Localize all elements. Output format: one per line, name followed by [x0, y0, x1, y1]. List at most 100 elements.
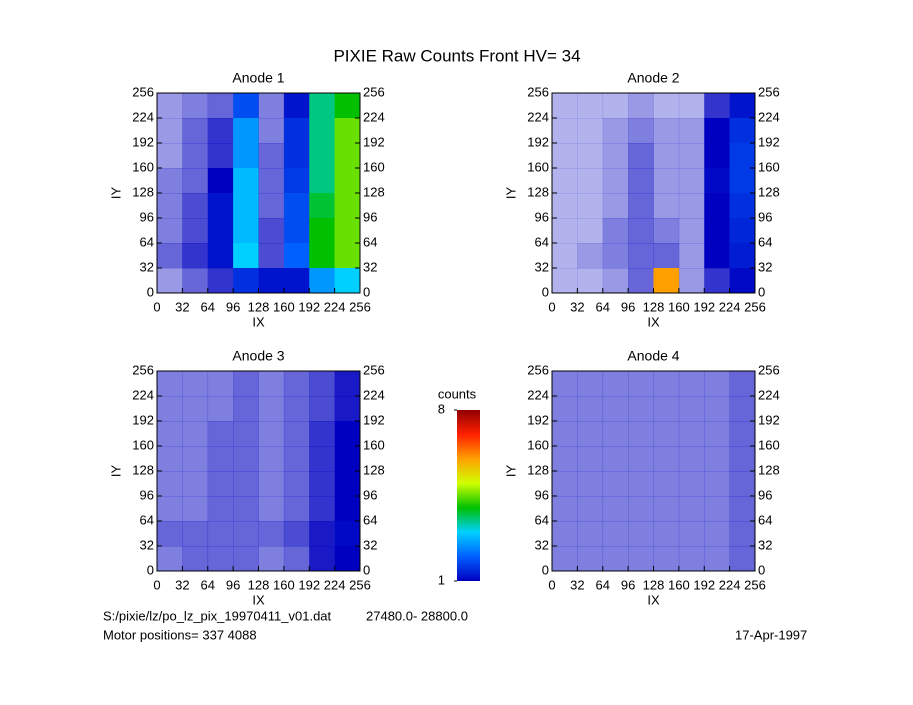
- heat-cell: [207, 143, 234, 169]
- heat-cell: [182, 193, 209, 219]
- heat-cell: [704, 396, 730, 422]
- heat-cell: [653, 471, 680, 497]
- y-tick-label: 32: [140, 259, 154, 274]
- y-tick-label: 224: [132, 387, 154, 402]
- heat-cell: [334, 446, 361, 472]
- heat-cell: [704, 168, 730, 194]
- footer-date: 17-Apr-1997: [735, 627, 807, 642]
- heat-cell: [577, 396, 604, 422]
- x-tick-label: 160: [668, 577, 690, 592]
- heat-cell: [678, 471, 705, 497]
- x-axis-label: IX: [252, 592, 265, 607]
- heat-cell: [283, 193, 310, 219]
- heat-cell: [157, 421, 183, 447]
- heat-cell: [678, 268, 705, 294]
- heat-cell: [309, 193, 335, 219]
- heat-cell: [182, 546, 209, 572]
- heat-cell: [157, 268, 183, 294]
- y-tick-label-right: 128: [758, 184, 780, 199]
- y-tick-label-right: 96: [758, 487, 772, 502]
- heat-cell: [207, 93, 234, 119]
- heat-cell: [653, 371, 680, 397]
- heat-cell: [182, 218, 209, 244]
- y-tick-label-right: 160: [758, 159, 780, 174]
- heat-cell: [704, 268, 730, 294]
- y-tick-label-right: 32: [363, 259, 377, 274]
- heat-cell: [653, 168, 680, 194]
- heat-cell: [602, 446, 629, 472]
- y-tick-label: 192: [527, 412, 549, 427]
- heat-cell: [577, 93, 604, 119]
- y-axis-label: IY: [503, 187, 518, 200]
- heat-cell: [653, 268, 680, 294]
- footer-range: 27480.0- 28800.0: [366, 608, 468, 623]
- heat-cell: [704, 471, 730, 497]
- heat-cell: [309, 243, 335, 269]
- y-tick-label: 96: [535, 487, 549, 502]
- heat-cell: [628, 193, 654, 219]
- heat-cell: [207, 496, 234, 522]
- heat-cell: [309, 168, 335, 194]
- heat-cell: [334, 93, 361, 119]
- heat-cell: [653, 118, 680, 144]
- y-tick-label: 64: [535, 512, 549, 527]
- y-tick-label: 64: [140, 512, 154, 527]
- heat-cell: [157, 496, 183, 522]
- x-tick-label: 192: [693, 577, 715, 592]
- heat-cell: [602, 521, 629, 547]
- heat-cell: [157, 143, 183, 169]
- heat-cell: [258, 143, 285, 169]
- y-tick-label: 0: [542, 284, 549, 299]
- x-tick-label: 96: [226, 577, 240, 592]
- heat-cell: [628, 268, 654, 294]
- heat-cell: [334, 371, 361, 397]
- heat-cell: [653, 218, 680, 244]
- heat-cell: [552, 546, 578, 572]
- y-tick-label-right: 192: [363, 134, 385, 149]
- heat-cell: [729, 396, 756, 422]
- heat-cell: [729, 143, 756, 169]
- heat-cell: [704, 193, 730, 219]
- heat-cell: [309, 421, 335, 447]
- heat-cell: [552, 143, 578, 169]
- heat-cell: [258, 268, 285, 294]
- heat-cell: [157, 546, 183, 572]
- heat-cell: [157, 168, 183, 194]
- heat-cell: [233, 396, 259, 422]
- y-tick-label: 224: [527, 109, 549, 124]
- y-tick-label: 256: [132, 84, 154, 99]
- y-tick-label-right: 128: [363, 462, 385, 477]
- heat-cell: [283, 143, 310, 169]
- y-tick-label-right: 192: [363, 412, 385, 427]
- heat-cell: [233, 371, 259, 397]
- heat-cell: [283, 93, 310, 119]
- heat-cell: [628, 143, 654, 169]
- heat-cell: [334, 268, 361, 294]
- heat-cell: [157, 446, 183, 472]
- heat-cell: [258, 471, 285, 497]
- heat-cell: [233, 218, 259, 244]
- y-tick-label: 160: [132, 437, 154, 452]
- heat-cell: [334, 118, 361, 144]
- heat-cell: [258, 118, 285, 144]
- heat-cell: [233, 143, 259, 169]
- y-tick-label-right: 32: [363, 537, 377, 552]
- x-tick-label: 64: [201, 299, 215, 314]
- panel-title: Anode 4: [627, 348, 679, 364]
- panel-title: Anode 2: [627, 70, 679, 86]
- y-tick-label-right: 128: [758, 462, 780, 477]
- y-tick-label: 96: [140, 487, 154, 502]
- heat-cell: [653, 143, 680, 169]
- heat-cell: [628, 93, 654, 119]
- x-tick-label: 0: [548, 299, 555, 314]
- heat-cell: [552, 471, 578, 497]
- heat-cell: [182, 421, 209, 447]
- heat-cell: [653, 193, 680, 219]
- heat-cell: [602, 243, 629, 269]
- heat-cell: [207, 421, 234, 447]
- y-tick-label-right: 32: [758, 259, 772, 274]
- heat-cell: [334, 218, 361, 244]
- heat-cell: [729, 243, 756, 269]
- x-tick-label: 224: [719, 299, 741, 314]
